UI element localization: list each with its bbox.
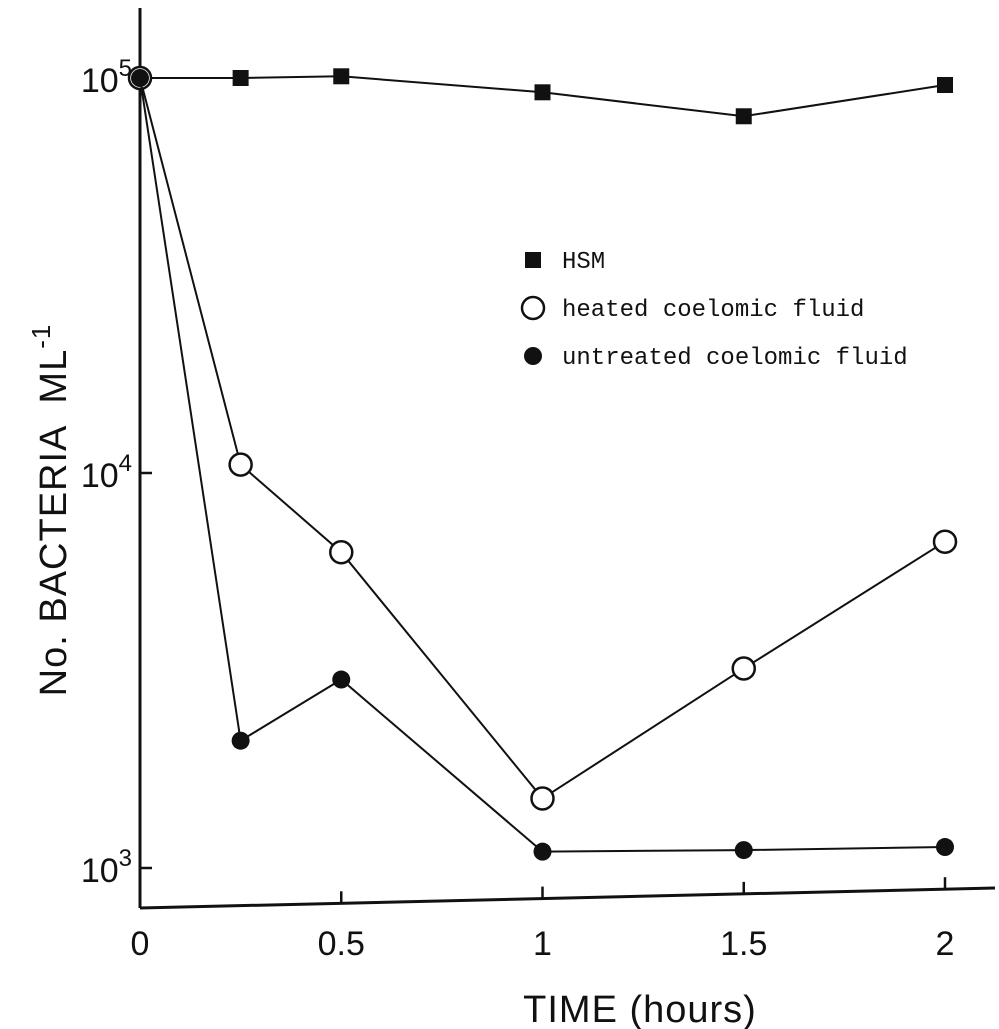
legend-label: untreated coelomic fluid (562, 345, 908, 372)
data-point-square (333, 68, 350, 85)
data-point-open-circle (520, 295, 546, 321)
data-point-open-circle (329, 540, 354, 565)
series-heated-coelomic-fluid (127, 65, 958, 811)
series-hsm (132, 68, 953, 125)
x-tick-label: 2 (936, 925, 955, 963)
data-point-square (525, 252, 541, 268)
legend: HSM heated coelomic fluid untreated coelom… (520, 249, 908, 372)
data-point-square (937, 77, 953, 94)
y-tick-label: 104 (81, 450, 132, 495)
series-untreated-coelomic-fluid (131, 69, 954, 861)
data-point-open-circle (228, 452, 253, 477)
data-point-filled-circle (734, 841, 753, 860)
legend-label: heated coelomic fluid (562, 297, 864, 324)
data-point-filled-circle (524, 347, 542, 365)
y-tick-label: 103 (81, 845, 132, 890)
y-axis-title-text: No. BACTERIA ML (33, 349, 75, 697)
legend-item: heated coelomic fluid (520, 295, 864, 324)
y-axis-title: No. BACTERIA ML-1 (26, 324, 75, 697)
x-ticks: 0 0.5 1 1.5 2 (131, 877, 955, 963)
data-point-filled-circle (131, 69, 149, 87)
data-point-filled-circle (533, 842, 552, 861)
legend-item: HSM (525, 249, 605, 276)
data-point-square (232, 70, 249, 86)
legend-item: untreated coelomic fluid (524, 345, 908, 372)
y-tick-label: 105 (81, 55, 132, 100)
series-layer (127, 65, 958, 861)
x-tick-label: 1.5 (720, 925, 767, 963)
x-axis-line (139, 886, 996, 910)
series-line (139, 77, 946, 800)
data-point-square (735, 108, 752, 125)
data-point-open-circle (932, 529, 958, 554)
x-axis-title: TIME (hours) (523, 989, 757, 1029)
x-tick-label: 0.5 (318, 925, 365, 963)
data-point-filled-circle (332, 670, 351, 689)
legend-label: HSM (562, 249, 605, 276)
data-point-open-circle (731, 656, 756, 681)
data-point-filled-circle (936, 838, 954, 857)
axes (138, 8, 996, 910)
data-point-open-circle (530, 786, 555, 811)
svg-text:No. BACTERIA ML-1: No. BACTERIA ML-1 (26, 324, 75, 697)
series-line (140, 75, 946, 118)
x-tick-label: 0 (131, 925, 150, 963)
data-point-filled-circle (231, 731, 250, 750)
y-axis-title-exponent: -1 (26, 324, 56, 349)
x-tick-label: 1 (533, 925, 552, 963)
series-line (139, 77, 946, 853)
data-point-square (534, 84, 551, 101)
